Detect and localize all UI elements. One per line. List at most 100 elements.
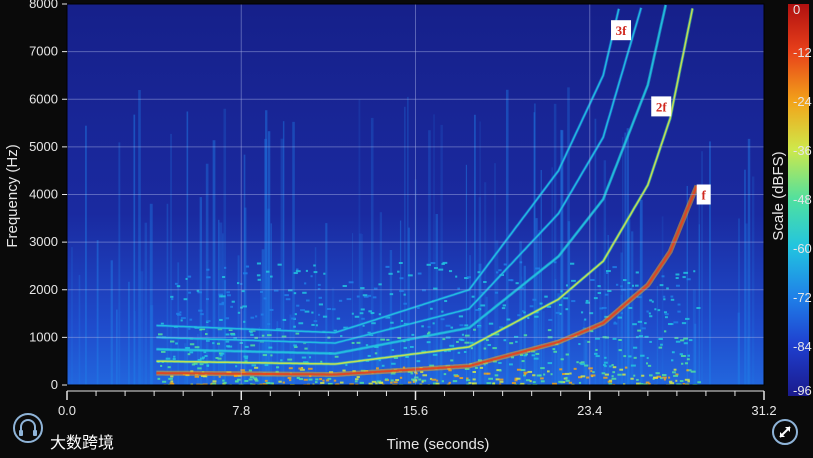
energy-cell: [267, 334, 272, 337]
energy-cell: [359, 312, 364, 315]
energy-cell: [658, 346, 663, 349]
energy-cell: [449, 344, 455, 347]
energy-cell: [276, 366, 280, 369]
energy-cell: [458, 315, 464, 318]
energy-cell: [397, 337, 402, 340]
harmonic-label: 2f: [656, 99, 668, 114]
energy-cell: [570, 262, 575, 265]
y-tick-label: 3000: [29, 234, 58, 249]
energy-cell: [532, 374, 536, 377]
energy-cell: [180, 317, 186, 320]
energy-streak: [280, 138, 284, 385]
energy-cell: [189, 351, 194, 354]
energy-cell: [673, 374, 679, 377]
energy-cell: [675, 273, 680, 276]
energy-cell: [639, 383, 644, 385]
energy-cell: [248, 378, 253, 381]
energy-cell: [243, 355, 249, 358]
energy-streak: [370, 117, 374, 385]
energy-cell: [681, 362, 684, 365]
energy-streak: [600, 286, 602, 385]
energy-cell: [421, 379, 427, 382]
energy-cell: [251, 383, 256, 385]
energy-streak: [594, 118, 597, 385]
energy-cell: [225, 333, 230, 336]
energy-cell: [657, 309, 661, 312]
energy-cell: [386, 338, 390, 341]
colorbar-tick-label: -24: [793, 94, 812, 109]
energy-cell: [175, 342, 178, 345]
energy-cell: [405, 356, 409, 359]
energy-cell: [464, 334, 470, 337]
energy-cell: [565, 376, 568, 379]
energy-cell: [494, 374, 499, 377]
energy-cell: [465, 379, 471, 382]
energy-streak: [223, 280, 227, 385]
energy-streak: [540, 238, 542, 385]
energy-cell: [618, 349, 622, 352]
energy-cell: [447, 383, 450, 385]
energy-streak: [138, 90, 141, 385]
energy-cell: [293, 292, 297, 295]
energy-cell: [432, 322, 435, 325]
energy-cell: [204, 355, 208, 358]
energy-streak: [452, 338, 455, 385]
x-tick-label: 7.8: [232, 403, 250, 418]
energy-cell: [188, 327, 191, 330]
energy-streak: [554, 278, 557, 385]
energy-streak: [407, 96, 409, 385]
energy-cell: [391, 349, 395, 352]
energy-cell: [202, 356, 206, 359]
energy-cell: [313, 271, 318, 274]
energy-streak: [469, 255, 472, 385]
energy-cell: [291, 317, 296, 320]
energy-cell: [240, 306, 243, 309]
energy-cell: [642, 383, 648, 385]
energy-cell: [464, 341, 470, 344]
energy-cell: [611, 375, 614, 378]
energy-cell: [167, 366, 171, 369]
energy-cell: [224, 266, 227, 269]
energy-cell: [270, 382, 274, 385]
energy-cell: [521, 310, 525, 313]
energy-cell: [263, 297, 267, 300]
energy-streak: [479, 121, 481, 385]
energy-cell: [546, 305, 552, 308]
energy-cell: [677, 310, 681, 313]
headphone-logo-icon[interactable]: [13, 413, 43, 443]
energy-cell: [515, 282, 519, 285]
energy-cell: [637, 329, 642, 332]
energy-cell: [580, 375, 586, 378]
energy-cell: [219, 318, 223, 321]
energy-cell: [559, 312, 562, 315]
energy-cell: [604, 365, 607, 368]
energy-streak: [747, 138, 751, 385]
energy-cell: [651, 300, 654, 303]
energy-cell: [548, 318, 553, 321]
energy-cell: [580, 361, 585, 364]
energy-cell: [523, 374, 526, 377]
energy-cell: [459, 324, 464, 327]
energy-cell: [360, 287, 365, 290]
energy-cell: [580, 363, 586, 366]
energy-cell: [315, 378, 319, 381]
energy-cell: [520, 382, 525, 385]
energy-streak: [414, 179, 417, 385]
energy-cell: [268, 346, 273, 349]
energy-cell: [374, 352, 378, 355]
energy-streak: [223, 108, 227, 385]
energy-cell: [619, 368, 624, 371]
energy-cell: [414, 371, 417, 374]
diagonal-arrows-icon[interactable]: [772, 419, 798, 445]
energy-cell: [461, 333, 464, 336]
energy-cell: [320, 381, 325, 384]
energy-cell: [454, 375, 460, 378]
energy-cell: [519, 354, 524, 357]
energy-cell: [280, 359, 283, 362]
energy-streak: [477, 321, 481, 385]
energy-cell: [594, 352, 598, 355]
energy-cell: [590, 370, 593, 373]
energy-streak: [478, 197, 481, 385]
energy-streak: [656, 286, 659, 385]
energy-cell: [397, 270, 400, 273]
